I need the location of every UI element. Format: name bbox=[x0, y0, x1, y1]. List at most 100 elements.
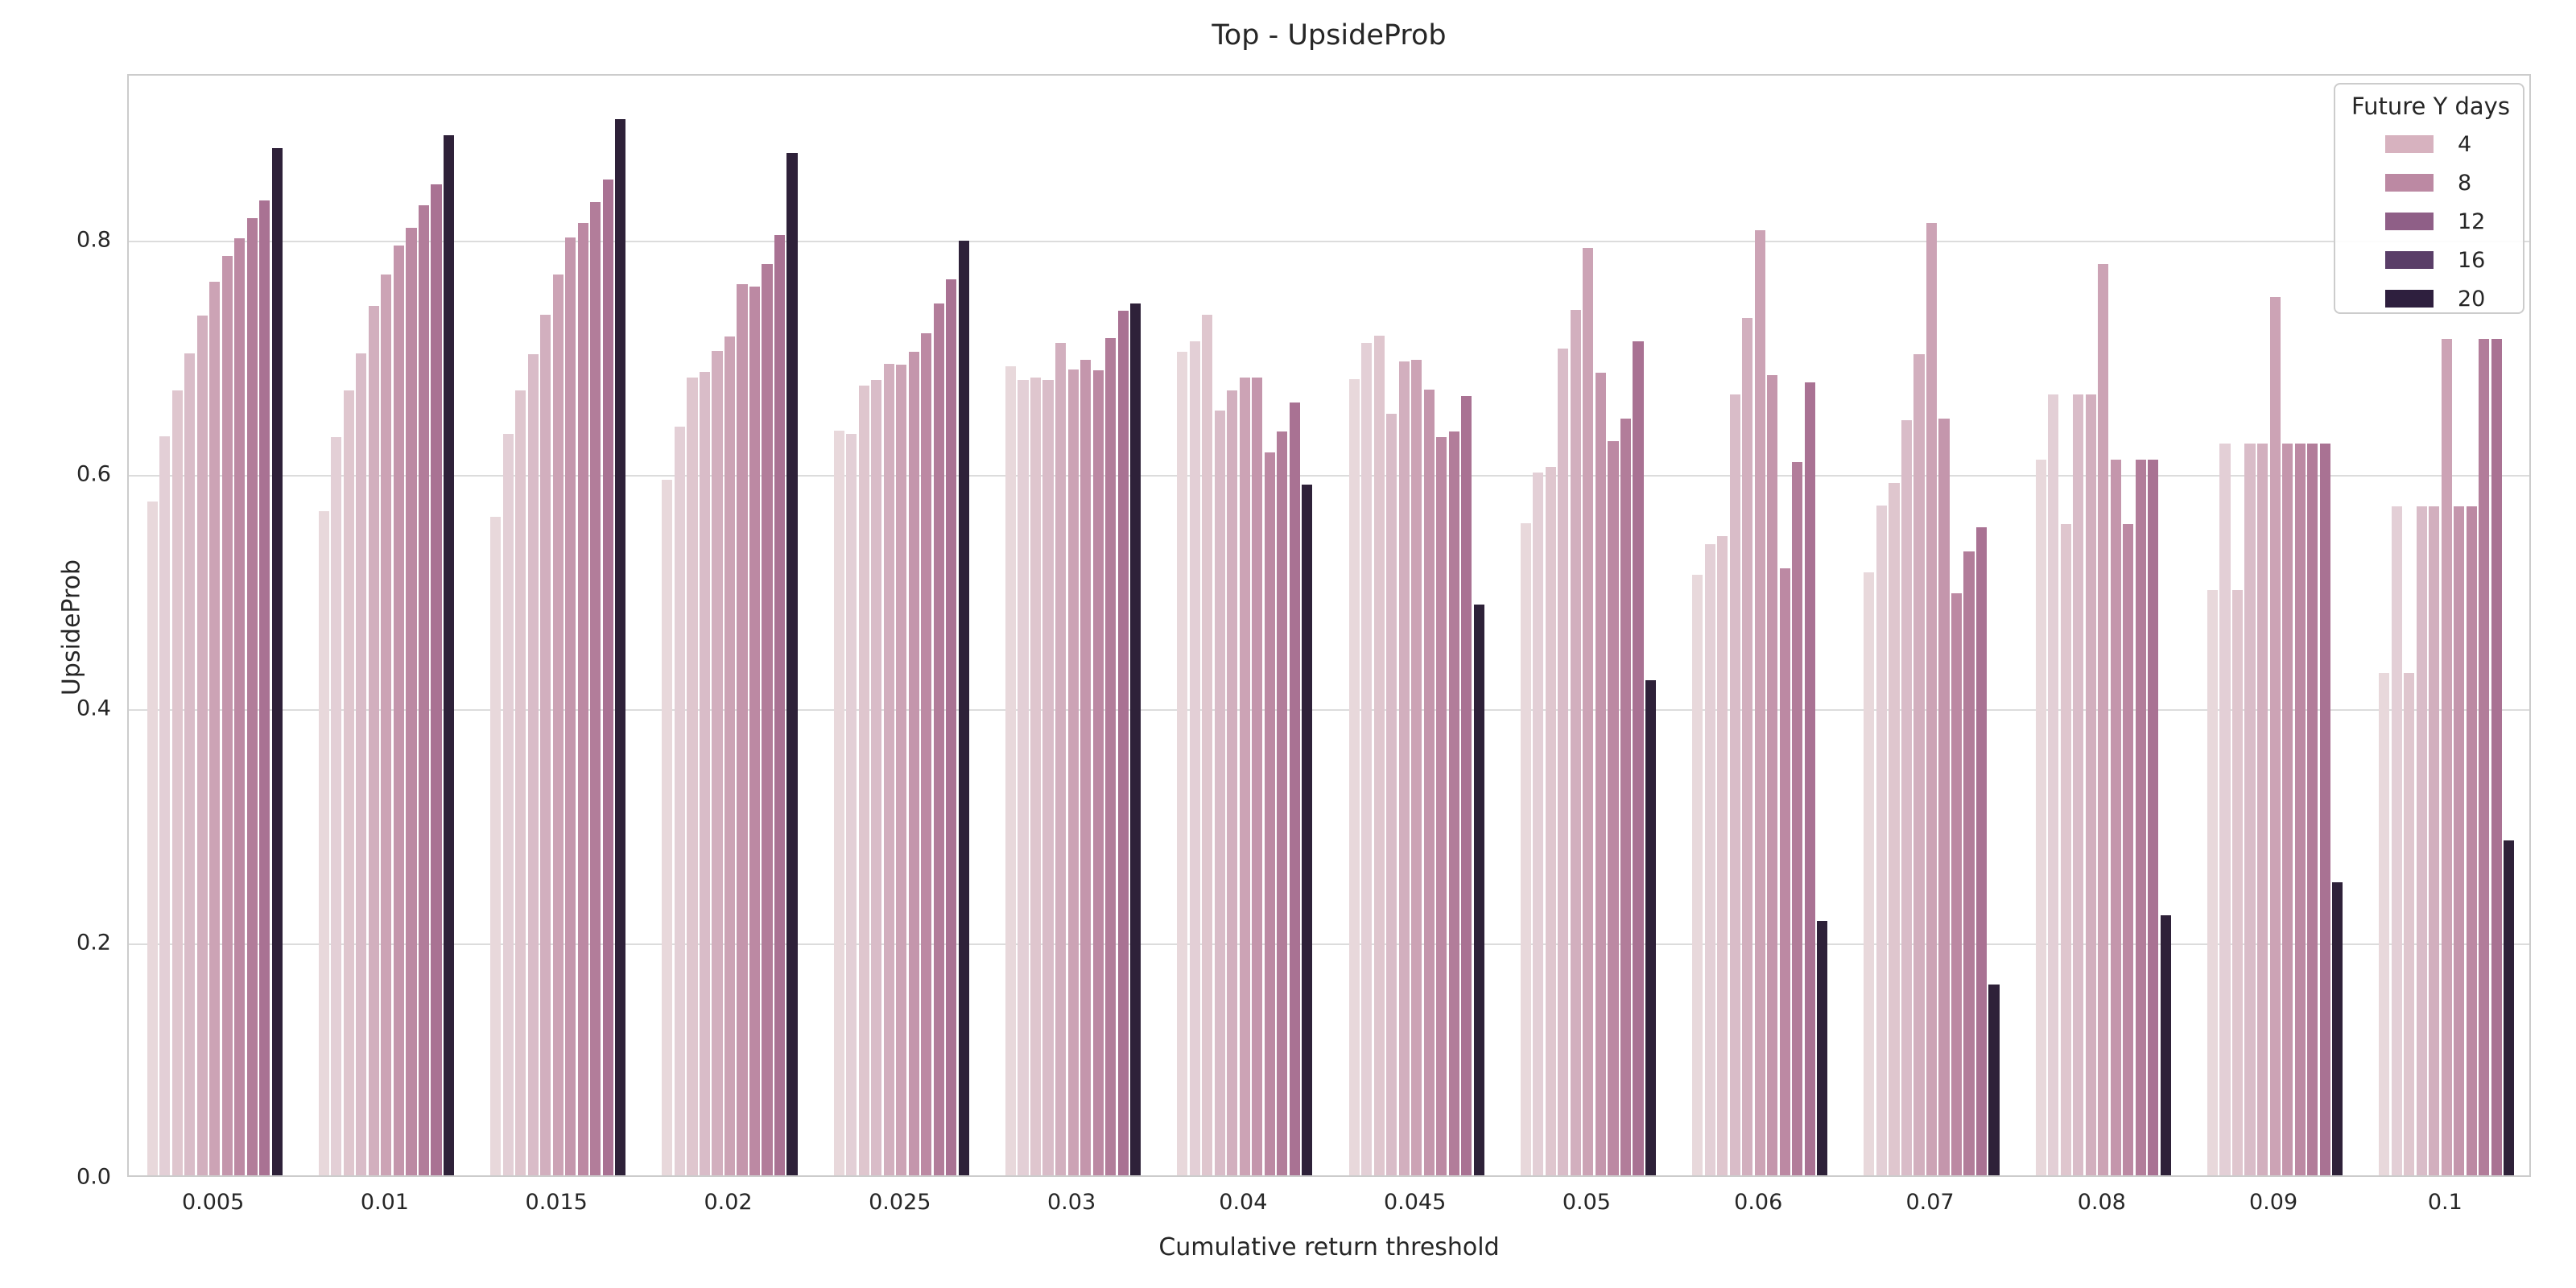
bar-day-9 bbox=[1448, 431, 1459, 1175]
x-tick-label: 0.1 bbox=[2427, 1190, 2462, 1215]
bar-day-8 bbox=[577, 223, 588, 1175]
bar-day-3 bbox=[1889, 483, 1900, 1175]
bar-day-10 bbox=[2319, 443, 2330, 1175]
bar-day-7 bbox=[221, 255, 233, 1175]
bar-day-5 bbox=[2256, 443, 2268, 1175]
bar-day-8 bbox=[2294, 443, 2306, 1175]
bar-day-7 bbox=[393, 245, 404, 1175]
bar-day-4 bbox=[699, 371, 711, 1175]
bar-day-1 bbox=[1864, 572, 1875, 1175]
bar-day-5 bbox=[883, 363, 894, 1175]
bar-day-10 bbox=[1804, 382, 1815, 1175]
bar-day-6 bbox=[1754, 229, 1765, 1175]
bar-day-5 bbox=[2085, 394, 2096, 1175]
x-tick-label: 0.005 bbox=[181, 1190, 245, 1215]
bar-day-3 bbox=[858, 386, 869, 1175]
bar-day-8 bbox=[1779, 568, 1790, 1175]
bar-day-9 bbox=[762, 264, 773, 1175]
bar-day-10 bbox=[774, 234, 786, 1175]
gridline bbox=[129, 241, 2529, 242]
legend-item-12: 12 bbox=[2351, 202, 2508, 241]
bar-day-7 bbox=[2454, 506, 2465, 1175]
y-tick-label: 0.0 bbox=[76, 1164, 111, 1190]
legend-swatch bbox=[2385, 213, 2434, 230]
bar-day-5 bbox=[2429, 506, 2440, 1175]
bar-group-0.015 bbox=[489, 76, 627, 1175]
bar-day-2 bbox=[2048, 394, 2059, 1175]
bar-day-4 bbox=[2073, 394, 2084, 1175]
chart-title: Top - UpsideProb bbox=[1212, 19, 1447, 52]
x-tick-label: 0.05 bbox=[1562, 1190, 1611, 1215]
legend-label: 12 bbox=[2458, 208, 2486, 234]
bar-day-1 bbox=[2035, 460, 2046, 1175]
bar-day-3 bbox=[1030, 378, 1042, 1175]
bar-day-4 bbox=[871, 380, 882, 1175]
x-tick-label: 0.09 bbox=[2249, 1190, 2298, 1215]
gridline bbox=[129, 943, 2529, 945]
y-tick-label: 0.6 bbox=[76, 461, 111, 487]
bar-day-9 bbox=[933, 303, 944, 1175]
bar-day-1 bbox=[2379, 672, 2390, 1175]
bar-day-3 bbox=[343, 390, 354, 1175]
bar-day-4 bbox=[1214, 410, 1225, 1175]
bar-day-6 bbox=[1583, 247, 1594, 1175]
bar-day-20 bbox=[2504, 840, 2515, 1175]
legend-swatch bbox=[2385, 251, 2434, 269]
bar-day-3 bbox=[171, 390, 183, 1175]
bar-day-8 bbox=[1436, 437, 1447, 1175]
bar-day-1 bbox=[1692, 574, 1703, 1175]
x-tick-label: 0.03 bbox=[1047, 1190, 1096, 1215]
gridline bbox=[129, 709, 2529, 711]
bar-group-0.05 bbox=[1520, 76, 1657, 1175]
legend-item-4: 4 bbox=[2351, 125, 2508, 163]
bar-day-8 bbox=[2466, 506, 2477, 1175]
bar-day-7 bbox=[2110, 460, 2121, 1175]
bar-day-6 bbox=[896, 365, 907, 1175]
bar-group-0.06 bbox=[1691, 76, 1829, 1175]
bar-day-10 bbox=[602, 180, 613, 1175]
bar-day-2 bbox=[1704, 543, 1715, 1175]
bar-day-2 bbox=[502, 434, 514, 1175]
x-tick-label: 0.06 bbox=[1734, 1190, 1783, 1215]
bar-day-8 bbox=[1264, 452, 1275, 1175]
bar-day-8 bbox=[749, 286, 761, 1175]
bar-day-2 bbox=[1876, 505, 1887, 1175]
bar-day-9 bbox=[1105, 337, 1117, 1175]
legend-label: 16 bbox=[2458, 247, 2486, 273]
bar-day-3 bbox=[687, 378, 698, 1175]
legend-swatch bbox=[2385, 290, 2434, 308]
bar-day-8 bbox=[1608, 440, 1619, 1175]
legend-swatch bbox=[2385, 135, 2434, 153]
bar-day-3 bbox=[1717, 535, 1728, 1175]
legend-label: 4 bbox=[2458, 131, 2472, 157]
bar-group-0.045 bbox=[1348, 76, 1485, 1175]
bar-day-9 bbox=[2479, 339, 2490, 1175]
legend: Future Y days 4 8 12 16 20 bbox=[2334, 83, 2524, 314]
bar-day-8 bbox=[2123, 524, 2134, 1175]
bar-day-10 bbox=[946, 279, 957, 1175]
bar-day-3 bbox=[515, 390, 526, 1175]
bar-day-4 bbox=[1042, 380, 1054, 1175]
bar-day-3 bbox=[2060, 524, 2071, 1175]
x-tick-label: 0.025 bbox=[869, 1190, 931, 1215]
bar-day-1 bbox=[1005, 365, 1017, 1175]
bar-day-8 bbox=[1092, 370, 1104, 1175]
bar-day-7 bbox=[565, 237, 576, 1175]
bar-day-8 bbox=[1951, 592, 1963, 1175]
gridline bbox=[129, 475, 2529, 477]
bar-day-9 bbox=[2307, 443, 2318, 1175]
bar-group-0.025 bbox=[832, 76, 970, 1175]
bar-day-6 bbox=[2441, 339, 2452, 1175]
bar-day-9 bbox=[2135, 460, 2146, 1175]
bar-day-1 bbox=[318, 511, 329, 1175]
bar-day-20 bbox=[1988, 984, 2000, 1175]
bar-day-7 bbox=[1938, 419, 1950, 1175]
legend-label: 8 bbox=[2458, 170, 2472, 196]
bar-day-2 bbox=[331, 437, 342, 1175]
bar-day-5 bbox=[368, 306, 379, 1175]
bar-day-10 bbox=[1117, 311, 1129, 1175]
bar-day-6 bbox=[1239, 378, 1250, 1175]
bar-day-5 bbox=[1398, 361, 1410, 1175]
bar-group-0.1 bbox=[2378, 76, 2516, 1175]
x-tick-label: 0.07 bbox=[1905, 1190, 1955, 1215]
